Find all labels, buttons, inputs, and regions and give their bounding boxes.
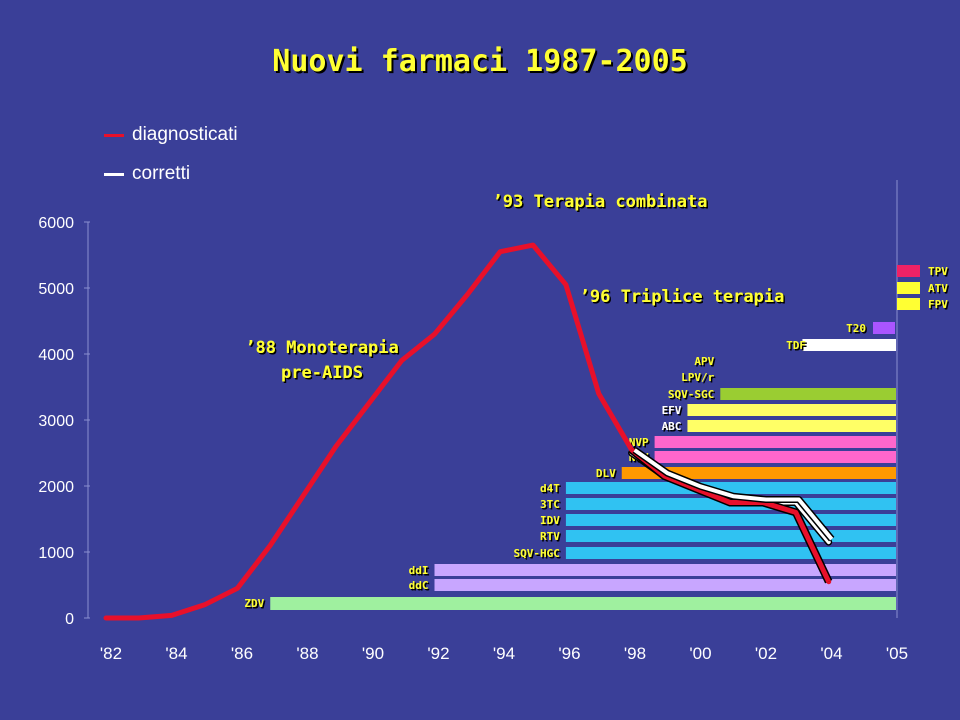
swatch-fpv [897, 298, 920, 310]
x-tick-label: '88 [296, 644, 318, 663]
legend-label: corretti [132, 163, 191, 184]
x-tick-label: '86 [231, 644, 253, 663]
drug-bar-nfv [654, 451, 896, 463]
drug-label-sqv-sgc: SQV-SGC [668, 388, 714, 401]
drug-label-zdv: ZDV [244, 597, 264, 610]
drug-bar-idv [565, 514, 896, 526]
y-tick-label: 4000 [38, 347, 74, 364]
annotations: ’93 Terapia combinata ’96 Triplice terapi… [245, 192, 784, 383]
drug-label-apv: APV [694, 355, 714, 368]
legend-diagnosticati: diagnosticati [104, 122, 238, 148]
drug-label-t20: T20 [846, 322, 866, 335]
drug-bars: ZDVddCddISQV-HGCRTVIDV3TCd4TDLVNFVNVPABC… [244, 265, 948, 610]
drug-bar-d4t [565, 482, 896, 494]
y-tick-label: 6000 [38, 215, 74, 232]
drug-bar-abc [687, 420, 896, 432]
drug-bar-ddi [434, 564, 896, 576]
drug-label-nvp: NVP [629, 436, 649, 449]
swatch-label-tpv: TPV [928, 265, 948, 278]
drug-label-tdf: TDF [786, 339, 806, 352]
x-tick-label: '96 [558, 644, 580, 663]
y-tick-label: 0 [65, 611, 74, 628]
drug-bar-sqv-hgc [565, 547, 896, 559]
swatch-atv [897, 282, 920, 294]
axes: 0 1000 2000 3000 4000 5000 6000 '82 '84 '86 '88 '90… [38, 180, 908, 663]
legend-swatch-red [104, 133, 124, 137]
drug-label-dlv: DLV [596, 467, 616, 480]
x-tick-label: '98 [624, 644, 646, 663]
drug-bar-t20 [873, 322, 895, 334]
swatch-label-atv: ATV [928, 282, 948, 295]
y-tick-label: 1000 [38, 545, 74, 562]
drug-label-d4t: d4T [540, 482, 560, 495]
x-tick-label: '05 [886, 644, 908, 663]
legend-swatch-white [104, 172, 124, 176]
x-tick-label: '90 [362, 644, 384, 663]
y-tick-label: 3000 [38, 413, 74, 430]
chart-title: Nuovi farmaci 1987-2005 [272, 44, 688, 79]
drug-label-ddc: ddC [409, 579, 429, 592]
x-tick-label: '00 [689, 644, 711, 663]
drug-bar-nvp [654, 436, 896, 448]
drug-bar-tdf [802, 339, 896, 351]
drug-bar-efv [687, 404, 896, 416]
annotation: pre-AIDS [281, 363, 363, 383]
annotation: ’93 Terapia combinata [493, 192, 708, 212]
drug-label-rtv: RTV [540, 530, 560, 543]
series-diagnosticati-tail [630, 447, 831, 583]
drug-label-3tc: 3TC [540, 498, 560, 511]
drug-bar-rtv [565, 530, 896, 542]
x-tick-label: '94 [493, 644, 515, 663]
y-tick-label: 2000 [38, 479, 74, 496]
drug-label-abc: ABC [662, 420, 682, 433]
series-lines [103, 242, 835, 621]
annotation: ’96 Triplice terapia [580, 287, 785, 307]
x-tick-label: '92 [427, 644, 449, 663]
swatch-tpv [897, 265, 920, 277]
drug-bar-zdv [270, 597, 896, 610]
series-corretti-top [633, 448, 834, 541]
drug-bar-ddc [434, 579, 896, 591]
drug-bar-sqv-sgc [720, 388, 896, 400]
drug-bar-dlv [621, 467, 896, 479]
x-tick-label: '04 [820, 644, 842, 663]
drug-label-sqv-hgc: SQV-HGC [514, 547, 560, 560]
drug-label-lpv/r: LPV/r [681, 371, 714, 384]
y-tick-label: 5000 [38, 281, 74, 298]
x-tick-label: '82 [100, 644, 122, 663]
legend-corretti: corretti [104, 161, 190, 187]
x-tick-label: '02 [755, 644, 777, 663]
legend-label: diagnosticati [132, 124, 238, 145]
drug-label-efv: EFV [662, 404, 682, 417]
drug-label-ddi: ddI [409, 564, 429, 577]
annotation: ’88 Monoterapia [245, 338, 399, 358]
drug-label-idv: IDV [540, 514, 560, 527]
x-tick-label: '84 [165, 644, 187, 663]
swatch-label-fpv: FPV [928, 298, 948, 311]
